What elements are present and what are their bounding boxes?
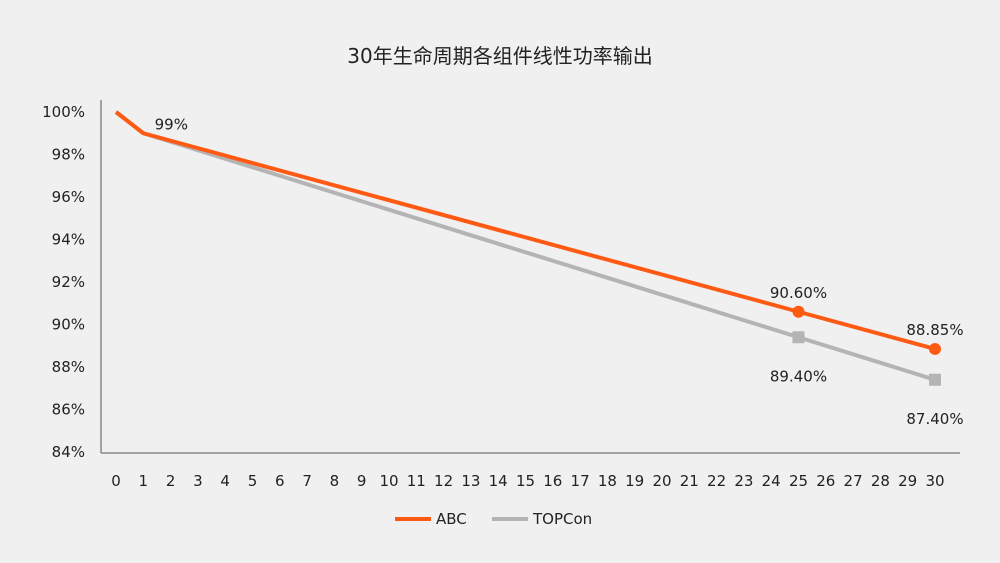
x-tick-label: 21 <box>680 472 699 490</box>
x-tick-label: 1 <box>139 472 149 490</box>
x-tick-label: 27 <box>844 472 863 490</box>
x-tick-label: 13 <box>461 472 480 490</box>
series-line-abc <box>114 110 936 351</box>
x-tick-label: 15 <box>516 472 535 490</box>
y-tick-label: 96% <box>52 188 85 206</box>
x-tick-label: 12 <box>434 472 453 490</box>
data-point <box>792 331 805 344</box>
x-tick-label: 3 <box>193 472 203 490</box>
y-tick-label: 90% <box>52 316 85 334</box>
x-tick-label: 0 <box>111 472 121 490</box>
data-label: 88.85% <box>906 321 963 339</box>
data-point <box>792 305 805 318</box>
y-tick-label: 88% <box>52 358 85 376</box>
x-tick-label: 16 <box>543 472 562 490</box>
x-tick-label: 22 <box>707 472 726 490</box>
x-tick-label: 26 <box>816 472 835 490</box>
x-tick-label: 5 <box>248 472 258 490</box>
x-tick-label: 19 <box>625 472 644 490</box>
data-point <box>929 342 941 355</box>
x-tick-label: 8 <box>330 472 340 490</box>
x-tick-label: 28 <box>871 472 890 490</box>
x-tick-label: 7 <box>302 472 312 490</box>
y-tick-label: 92% <box>52 273 85 291</box>
x-tick-label: 14 <box>489 472 508 490</box>
y-tick-label: 98% <box>52 146 85 164</box>
legend-label: TOPCon <box>532 510 592 528</box>
data-label: 87.40% <box>906 410 963 428</box>
y-tick-label: 94% <box>52 231 85 249</box>
x-tick-label: 6 <box>275 472 285 490</box>
data-label: 89.40% <box>770 367 827 385</box>
x-tick-label: 20 <box>652 472 671 490</box>
x-tick-label: 18 <box>598 472 617 490</box>
x-tick-label: 25 <box>789 472 808 490</box>
chart-title: 30年生命周期各组件线性功率输出 <box>347 44 652 68</box>
y-tick-label: 100% <box>42 103 85 121</box>
x-tick-label: 11 <box>407 472 426 490</box>
x-tick-label: 10 <box>379 472 398 490</box>
x-tick-label: 9 <box>357 472 367 490</box>
x-tick-label: 2 <box>166 472 176 490</box>
data-point <box>929 373 941 386</box>
x-tick-label: 17 <box>571 472 590 490</box>
series-line-topcon <box>114 110 936 382</box>
data-label: 99% <box>155 115 188 133</box>
x-tick-label: 29 <box>898 472 917 490</box>
x-tick-label: 4 <box>220 472 230 490</box>
y-tick-label: 84% <box>52 443 85 461</box>
x-tick-label: 23 <box>734 472 753 490</box>
legend-label: ABC <box>436 510 467 528</box>
y-tick-label: 86% <box>52 401 85 419</box>
data-label: 90.60% <box>770 284 827 302</box>
x-tick-label: 30 <box>925 472 944 490</box>
x-tick-label: 24 <box>762 472 781 490</box>
